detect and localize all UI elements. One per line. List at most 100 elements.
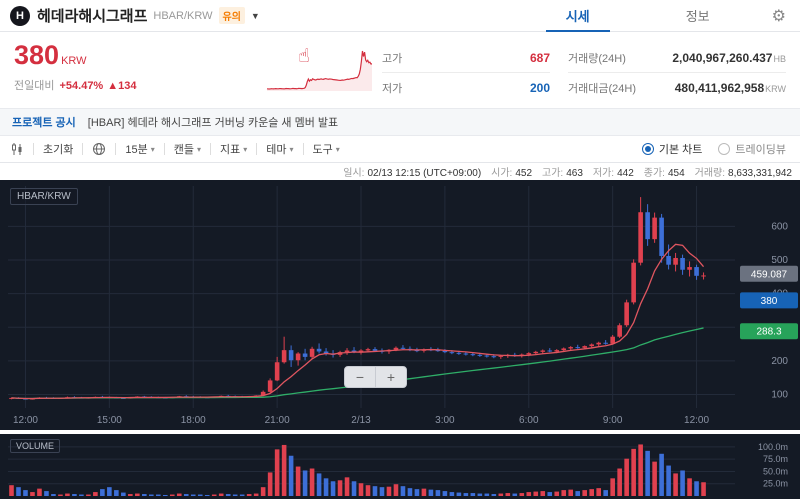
candle-type-dropdown[interactable]: 캔들 ▾ xyxy=(172,141,203,157)
ohlc-info-bar: 일시: 02/13 12:15 (UTC+09:00) 시가: 452 고가: 463… xyxy=(0,163,800,180)
stat-low-value: 200 xyxy=(529,80,550,95)
stat-low-label: 저가 xyxy=(382,82,403,95)
currency-label: KRW xyxy=(61,55,87,67)
reset-label: 초기화 xyxy=(43,144,74,156)
mode-basic-label: 기본 차트 xyxy=(658,144,703,156)
market-stats: 고가 687 거래량(24H) 2,040,967,260.437HB 저가 2… xyxy=(382,44,786,102)
hand-cursor-icon: ☝ xyxy=(298,46,310,67)
svg-text:25.0m: 25.0m xyxy=(763,479,788,489)
price-summary: 380 KRW 전일대비 +54.47% ▲134 ☝ 고가 687 거래량(24H)… xyxy=(0,32,800,108)
notice-link[interactable]: [HBAR] 헤데라 해시그래프 거버닝 카운슬 새 멤버 발표 xyxy=(87,117,339,129)
svg-text:18:00: 18:00 xyxy=(181,415,206,426)
theme-label: 테마 xyxy=(266,144,287,156)
current-price-value: 380 xyxy=(14,40,60,70)
chevron-down-icon[interactable]: ▼ xyxy=(250,10,260,21)
panel-divider xyxy=(0,430,800,434)
tab-price[interactable]: 시세 xyxy=(518,0,638,32)
candlestick-icon xyxy=(12,143,22,155)
stat-high-value: 687 xyxy=(529,51,550,65)
tab-info[interactable]: 정보 xyxy=(638,0,758,31)
divider xyxy=(33,143,34,155)
chevron-down-icon: ▾ xyxy=(150,144,155,154)
stat-high: 고가 687 xyxy=(382,44,550,73)
sparkline-svg xyxy=(266,50,373,91)
divider xyxy=(163,143,165,155)
radio-icon xyxy=(718,143,731,155)
change-amount: ▲134 xyxy=(107,80,137,92)
ohlc-close: 종가: 454 xyxy=(643,168,685,179)
tools-label: 도구 xyxy=(312,144,333,156)
current-price-block: 380 KRW 전일대비 +54.47% ▲134 xyxy=(14,42,184,93)
chart-pair-label: HBAR/KRW xyxy=(10,188,78,205)
divider xyxy=(375,367,376,387)
mode-basic-chart[interactable]: 기본 차트 xyxy=(641,141,703,157)
stat-trade-value-label: 거래대금(24H) xyxy=(568,82,636,95)
svg-text:21:00: 21:00 xyxy=(265,415,290,426)
zoom-controls: − + xyxy=(344,366,407,388)
svg-text:3:00: 3:00 xyxy=(435,415,455,426)
tab-info-label: 정보 xyxy=(685,9,710,24)
notice-bar[interactable]: 프로젝트 공시 [HBAR] 헤데라 해시그래프 거버닝 카운슬 새 멤버 발표 xyxy=(0,108,800,136)
mode-tradingview-label: 트레이딩뷰 xyxy=(735,144,786,156)
tab-price-label: 시세 xyxy=(565,9,590,24)
ohlc-volume: 거래량: 8,633,331,942 xyxy=(694,168,792,179)
volume-chart[interactable]: 100.0m 75.0m 50.0m 25.0m VOLUME xyxy=(0,434,800,499)
header: H 헤데라해시그래프 HBAR/KRW 유의 ▼ 시세 정보 ⚙ xyxy=(0,0,800,32)
price-change: 전일대비 +54.47% ▲134 xyxy=(14,77,184,93)
change-percent: +54.47% xyxy=(59,80,104,92)
header-tabs: 시세 정보 xyxy=(518,0,758,32)
zoom-in-button[interactable]: + xyxy=(386,369,396,385)
divider xyxy=(210,143,212,155)
volume-chart-svg[interactable]: 100.0m 75.0m 50.0m 25.0m xyxy=(0,434,800,499)
radio-selected-icon xyxy=(641,143,654,155)
pair-code: HBAR/KRW xyxy=(153,9,213,22)
stat-high-label: 고가 xyxy=(382,53,403,65)
ohlc-open: 시가: 452 xyxy=(491,168,533,179)
page-title: 헤데라해시그래프 xyxy=(37,8,148,25)
stat-volume: 거래량(24H) 2,040,967,260.437HB xyxy=(568,44,786,73)
tools-dropdown[interactable]: 도구 ▾ xyxy=(311,141,342,157)
svg-text:9:00: 9:00 xyxy=(603,415,623,426)
theme-dropdown[interactable]: 테마 ▾ xyxy=(264,141,295,157)
svg-text:2/13: 2/13 xyxy=(351,415,371,426)
svg-text:380: 380 xyxy=(761,296,778,307)
volume-panel-label: VOLUME xyxy=(10,439,61,453)
change-label: 전일대비 xyxy=(14,80,55,92)
chart-panel-button[interactable] xyxy=(8,142,26,156)
timezone-button[interactable] xyxy=(90,142,108,156)
ohlc-datetime: 일시: 02/13 12:15 (UTC+09:00) xyxy=(343,168,482,179)
indicator-dropdown[interactable]: 지표 ▾ xyxy=(218,141,249,157)
divider xyxy=(256,143,258,155)
divider xyxy=(115,143,117,155)
stat-trade-value: 거래대금(24H) 480,411,962,958KRW xyxy=(568,73,786,102)
mode-tradingview[interactable]: 트레이딩뷰 xyxy=(718,141,786,157)
candle-type-label: 캔들 xyxy=(173,144,194,156)
svg-text:50.0m: 50.0m xyxy=(763,466,788,476)
chart-mode-switch: 기본 차트 트레이딩뷰 xyxy=(641,141,792,157)
candlestick-chart-svg[interactable]: 60050040030020010012:0015:0018:0021:002/… xyxy=(0,180,800,430)
current-price: 380 KRW xyxy=(14,42,184,69)
svg-text:100.0m: 100.0m xyxy=(758,442,788,452)
stat-trade-value-value: 480,411,962,958KRW xyxy=(674,80,786,95)
interval-dropdown[interactable]: 15분 ▾ xyxy=(123,141,156,157)
svg-text:288.3: 288.3 xyxy=(756,327,781,338)
svg-text:600: 600 xyxy=(771,221,788,232)
svg-text:500: 500 xyxy=(771,255,788,266)
stat-low: 저가 200 xyxy=(382,73,550,102)
stat-volume-value: 2,040,967,260.437HB xyxy=(672,51,786,65)
globe-icon xyxy=(93,143,106,155)
reset-button[interactable]: 초기화 xyxy=(41,141,75,157)
mini-sparkline-chart: ☝ xyxy=(264,45,376,95)
stat-volume-label: 거래량(24H) xyxy=(568,53,626,65)
candlestick-chart[interactable]: 60050040030020010012:0015:0018:0021:002/… xyxy=(0,180,800,430)
svg-text:12:00: 12:00 xyxy=(684,415,709,426)
interval-label: 15분 xyxy=(125,144,148,156)
svg-text:75.0m: 75.0m xyxy=(763,454,788,464)
gear-icon[interactable]: ⚙ xyxy=(771,7,786,25)
svg-text:15:00: 15:00 xyxy=(97,415,122,426)
svg-text:459.087: 459.087 xyxy=(751,269,788,280)
divider xyxy=(302,143,304,155)
zoom-out-button[interactable]: − xyxy=(355,369,365,385)
chevron-down-icon: ▾ xyxy=(197,144,202,154)
notice-category: 프로젝트 공시 xyxy=(12,117,76,129)
